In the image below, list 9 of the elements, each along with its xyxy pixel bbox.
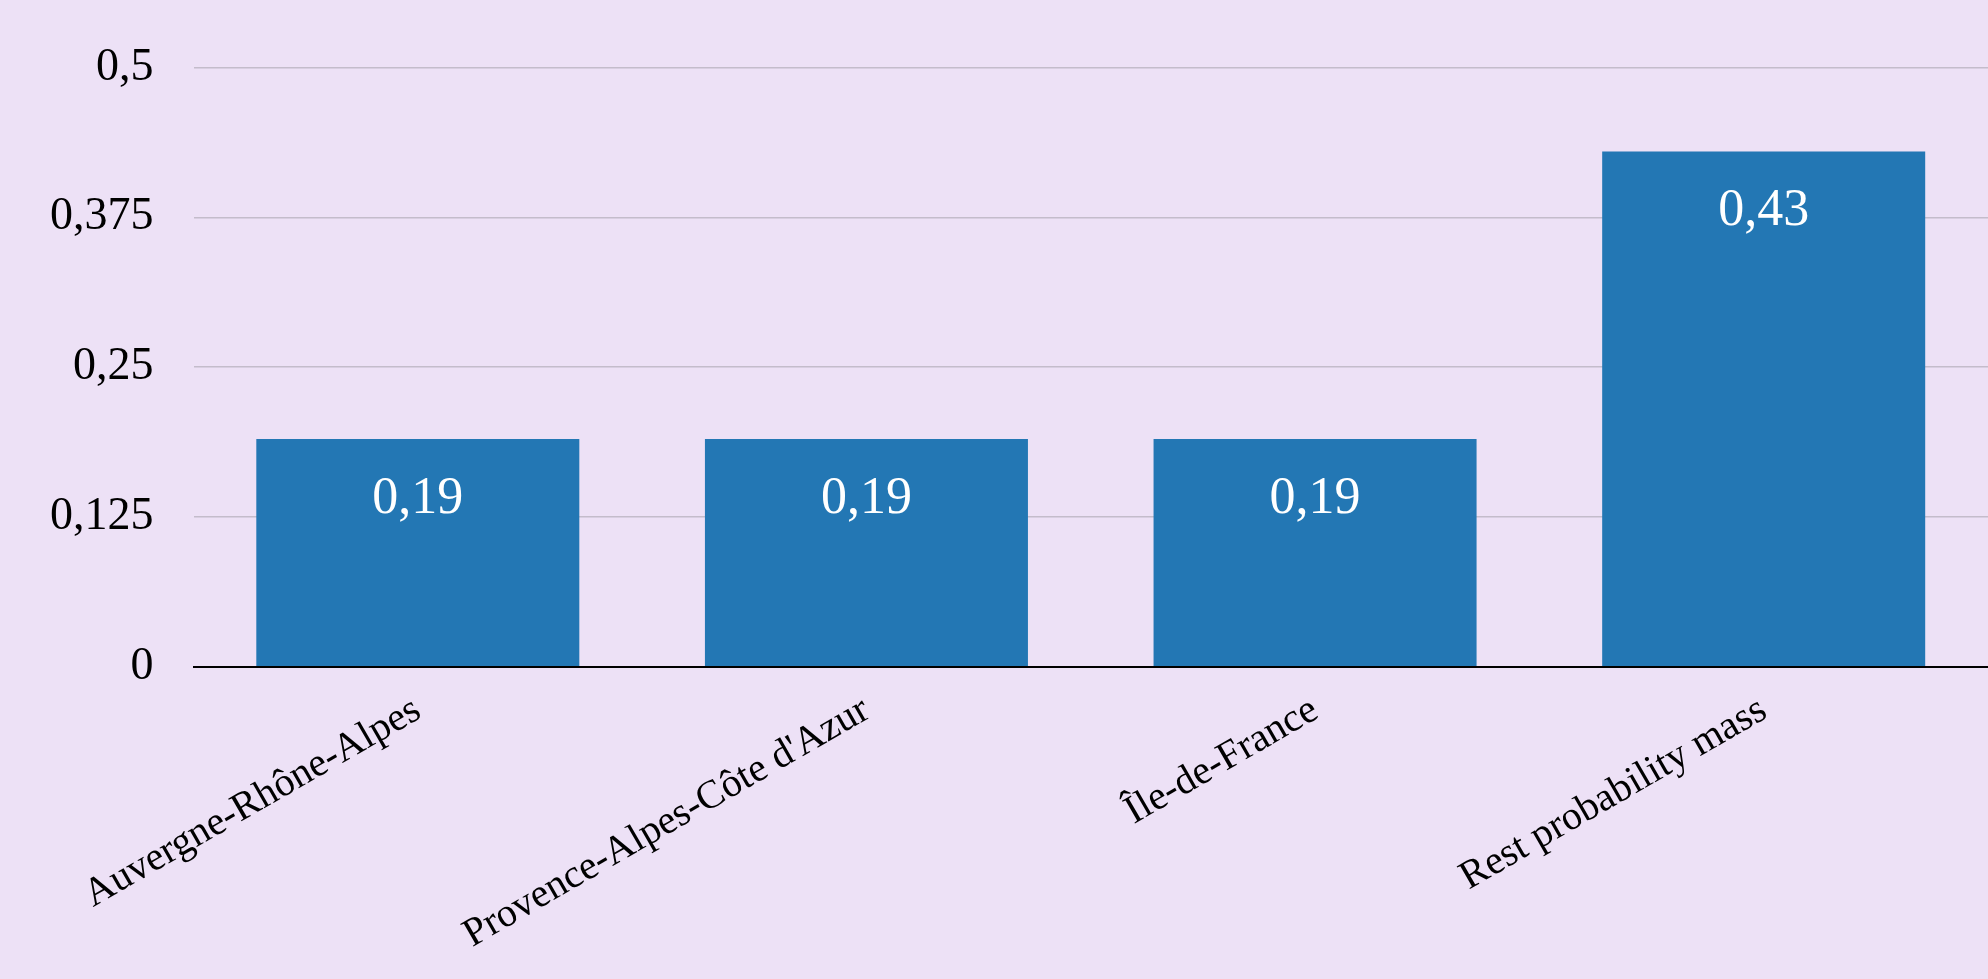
data-label: 0,19 — [372, 466, 464, 524]
data-label: 0,19 — [1269, 466, 1361, 524]
data-label: 0,43 — [1718, 179, 1810, 237]
data-label: 0,19 — [820, 466, 912, 524]
y-tick-label: 0,25 — [73, 338, 154, 390]
y-tick-label: 0,375 — [50, 188, 154, 240]
y-tick-label: 0,5 — [96, 38, 154, 90]
y-tick-label: 0,125 — [50, 487, 154, 539]
y-tick-label: 0 — [130, 637, 154, 689]
